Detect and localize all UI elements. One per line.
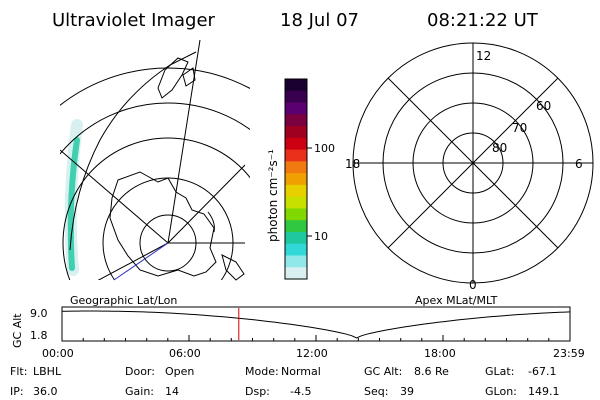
mlt-label-bottom: 0 <box>469 278 477 292</box>
lat-label: 70 <box>512 121 527 135</box>
filter-label: Flt: <box>10 365 27 378</box>
gcalt-value: 8.6 Re <box>414 365 449 378</box>
mode-value: Normal <box>281 365 321 378</box>
time-tick-label: 18:00 <box>424 347 456 360</box>
colorbar-tick-label: 10 <box>314 230 328 243</box>
mlt-label-top: 12 <box>476 49 491 63</box>
seq-value: 39 <box>400 385 414 398</box>
mlt-label-right: 6 <box>575 157 583 171</box>
geo-map-label: Geographic Lat/Lon <box>70 294 177 307</box>
time-tick-label: 06:00 <box>169 347 201 360</box>
mlt-label-left: 18 <box>345 157 360 171</box>
glon-value: 149.1 <box>528 385 560 398</box>
color-bar-segment <box>285 114 307 127</box>
color-bar-frame <box>284 78 308 280</box>
date-label: 18 Jul 07 <box>280 10 359 31</box>
color-bar-segment <box>285 267 307 280</box>
lat-label: 60 <box>536 99 551 113</box>
color-bar-segment <box>285 173 307 186</box>
glat-value: -67.1 <box>528 365 556 378</box>
gain-label: Gain: <box>125 385 154 398</box>
seq-label: Seq: <box>364 385 388 398</box>
apex-diagonal <box>387 77 559 249</box>
colorbar-tick-label: 100 <box>314 142 335 155</box>
timeline-ymax: 9.0 <box>30 307 48 320</box>
ip-label: IP: <box>10 385 24 398</box>
mode-label: Mode: <box>245 365 279 378</box>
color-bar-segment <box>285 126 307 139</box>
instrument-title: Ultraviolet Imager <box>52 10 216 31</box>
color-bar-segment <box>285 161 307 174</box>
dsp-label: Dsp: <box>245 385 270 398</box>
time-tick-label: 23:59 <box>553 347 585 360</box>
lat-label: 80 <box>492 141 507 155</box>
coastline-inlet <box>207 211 215 233</box>
terminator-line <box>113 242 169 281</box>
coastline-edge <box>69 51 197 251</box>
color-bar-segment <box>285 231 307 245</box>
color-bar-segment <box>285 196 307 210</box>
filter-value: LBHL <box>33 365 62 378</box>
color-bar-segment <box>285 90 307 104</box>
color-bar-segment <box>285 255 307 268</box>
color-bar-segment <box>285 184 307 198</box>
color-bar-segment <box>285 243 307 257</box>
geographic-map <box>60 39 250 281</box>
colorbar-unit-label: photon cm⁻²s⁻¹ <box>266 149 280 242</box>
door-value: Open <box>165 365 194 378</box>
instrument-info: Flt: LBHL Door: Open Mode: Normal GC Alt… <box>10 365 560 398</box>
altitude-curve <box>61 310 571 339</box>
gcalt-label: GC Alt: <box>364 365 402 378</box>
coastline-antarctica <box>109 171 217 277</box>
time-tick-label: 12:00 <box>296 347 328 360</box>
color-bar-segment <box>285 79 307 92</box>
color-bar-segment <box>285 149 307 162</box>
timeline-ymin: 1.8 <box>30 329 48 342</box>
apex-map-label: Apex MLat/MLT <box>415 294 498 307</box>
time-label: 08:21:22 UT <box>427 10 539 31</box>
dsp-value: -4.5 <box>290 385 311 398</box>
timeline-ylabel: GC Alt <box>11 313 24 348</box>
coastline-newzealand <box>157 57 196 99</box>
altitude-timeline: GC Alt 9.0 1.8 00:00 06:00 12:00 18:00 2… <box>11 306 585 360</box>
coastline-peninsula <box>221 254 245 281</box>
glon-label: GLon: <box>485 385 517 398</box>
ip-value: 36.0 <box>33 385 58 398</box>
time-tick-label: 00:00 <box>42 347 74 360</box>
color-bar-segment <box>285 208 307 221</box>
color-bar-segment <box>285 220 307 233</box>
apex-polar-plot: 12 0 18 6 60 70 80 <box>345 42 594 292</box>
glat-label: GLat: <box>485 365 514 378</box>
door-label: Door: <box>125 365 155 378</box>
color-bar-segment <box>285 102 307 115</box>
color-bar: 100 10 photon cm⁻²s⁻¹ <box>266 78 335 280</box>
gain-value: 14 <box>165 385 179 398</box>
color-bar-segment <box>285 137 307 151</box>
